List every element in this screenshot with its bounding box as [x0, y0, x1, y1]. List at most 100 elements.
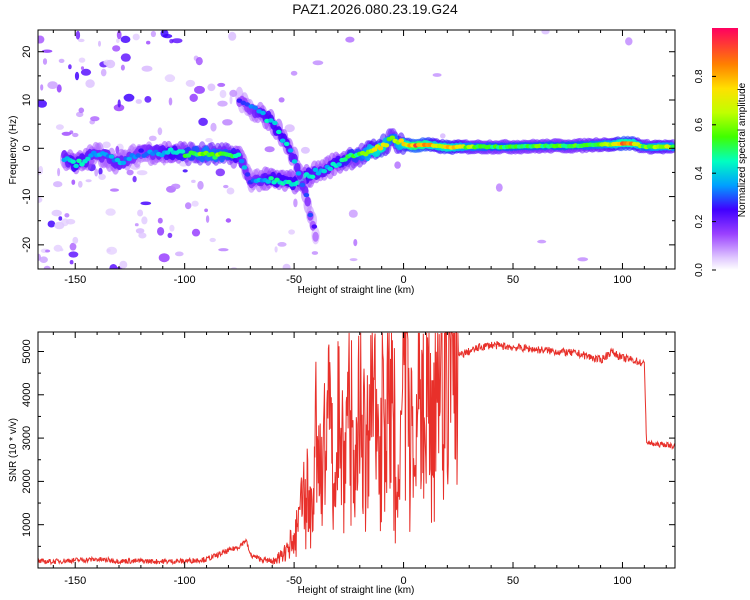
ridge-core — [120, 160, 127, 165]
ridge-core — [244, 172, 251, 177]
noise-blob — [394, 161, 401, 169]
noise-blob — [195, 57, 203, 66]
branch-core — [291, 159, 298, 164]
noise-blob — [264, 146, 275, 153]
noise-blob — [98, 173, 106, 180]
noise-blob — [353, 239, 358, 247]
noise-blob — [185, 79, 196, 87]
noise-blob — [191, 179, 196, 183]
ridge-core — [377, 146, 384, 151]
noise-blob — [120, 53, 131, 62]
noise-blob — [126, 169, 134, 176]
ridge-core — [312, 167, 319, 172]
noise-blob — [141, 65, 153, 72]
noise-blob — [57, 167, 61, 177]
noise-blob — [98, 167, 103, 176]
branch-band — [304, 196, 311, 207]
noise-blob — [72, 236, 79, 244]
ridge-core — [70, 159, 76, 164]
snr-panel: -150 -100 -50 0 50 100 1000 2000 3000 4000 5000 H… — [8, 331, 676, 596]
noise-blob — [223, 184, 229, 189]
y-tick-label: 1000 — [21, 512, 33, 536]
noise-blob — [226, 187, 235, 195]
noise-blob — [102, 141, 111, 149]
noise-blob — [171, 183, 181, 190]
noise-blob — [80, 68, 92, 76]
noise-blob — [191, 228, 201, 237]
ridge-core — [76, 158, 82, 163]
ridge-core — [309, 174, 316, 179]
noise-blob — [51, 209, 62, 217]
noise-blob — [54, 221, 65, 230]
colorbar: 0.0 0.2 0.4 0.6 0.8 Normalized spectral ampl… — [694, 28, 748, 277]
noise-blob — [55, 124, 64, 130]
branch-core — [307, 212, 314, 218]
ridge-core — [238, 159, 245, 164]
noise-blob — [277, 242, 287, 247]
noise-blob — [134, 223, 139, 227]
noise-blob — [537, 239, 547, 244]
noise-blob — [167, 232, 173, 238]
x-tick-label: 0 — [401, 575, 407, 587]
ridge-core — [268, 176, 274, 181]
noise-blob — [148, 135, 157, 141]
noise-blob — [69, 260, 74, 265]
noise-blob — [194, 85, 205, 94]
noise-blob — [78, 38, 85, 43]
noise-blob — [80, 66, 85, 70]
noise-blob — [168, 97, 173, 106]
y-tick-label: 20 — [21, 46, 33, 58]
noise-blob — [78, 107, 85, 114]
noise-blob — [71, 179, 76, 185]
noise-blob — [137, 209, 144, 217]
noise-blob — [98, 40, 101, 47]
y-tick-label: 2000 — [21, 469, 33, 493]
noise-blob — [282, 263, 291, 269]
noise-blob — [41, 49, 53, 53]
noise-blob — [198, 117, 208, 126]
noise-blob — [140, 201, 152, 206]
ridge-core — [265, 179, 272, 184]
branch-core — [272, 120, 278, 126]
y-tick-label: 0 — [21, 145, 33, 151]
branch-core — [276, 129, 282, 135]
noise-blob — [116, 30, 122, 40]
ridge-core — [398, 138, 405, 143]
noise-blob — [78, 57, 86, 63]
noise-blob — [146, 40, 151, 45]
noise-blob — [43, 265, 51, 269]
noise-blob — [215, 168, 225, 177]
x-tick-label: -50 — [286, 274, 302, 286]
branch-core — [303, 192, 310, 198]
branch-core — [236, 98, 243, 103]
snr-x-label: Height of straight line (km) — [298, 585, 415, 596]
snr-x-ticks: -150 -100 -50 0 50 100 — [52, 332, 667, 587]
noise-blob — [38, 99, 47, 108]
noise-blob — [123, 93, 135, 102]
noise-blob — [577, 257, 589, 262]
noise-blob — [69, 242, 77, 251]
branch-core — [299, 182, 306, 188]
ridge-core — [383, 143, 390, 148]
noise-blob — [209, 237, 216, 243]
noise-blob — [119, 260, 128, 269]
noise-blob — [40, 84, 44, 91]
ridge-core — [114, 157, 121, 163]
ridge-core — [336, 162, 342, 167]
noise-blob — [141, 216, 148, 225]
snr-series-line — [38, 332, 675, 566]
noise-blob — [105, 208, 116, 216]
branch-core — [311, 224, 318, 229]
noise-blob — [169, 224, 175, 232]
ridge-core — [126, 156, 133, 162]
noise-blob — [72, 132, 79, 138]
noise-blob — [345, 36, 355, 43]
noise-blob — [42, 58, 48, 65]
noise-blob — [191, 200, 199, 207]
noise-blob — [157, 127, 163, 136]
noise-blob — [348, 209, 358, 218]
noise-blob — [432, 73, 442, 77]
noise-blob — [113, 104, 125, 112]
ridge-core — [108, 154, 115, 159]
